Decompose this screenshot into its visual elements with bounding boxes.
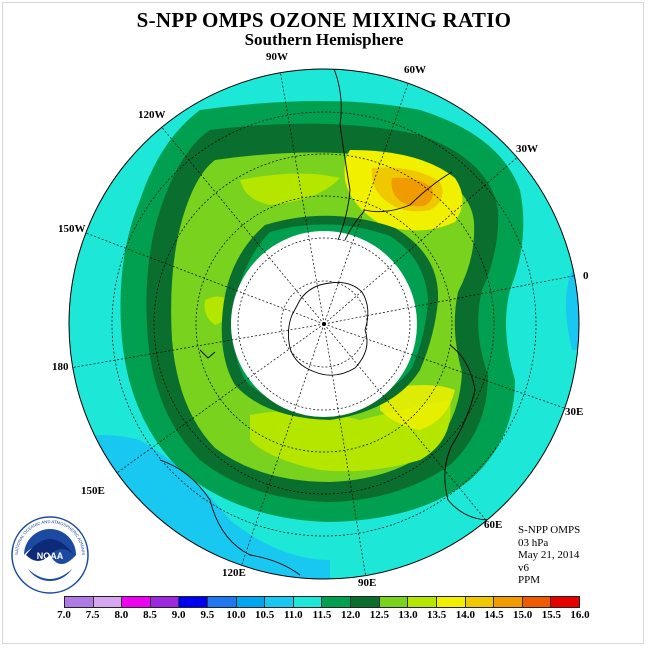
color-bar-tick-label: 11.0	[284, 609, 303, 621]
color-bar-segment	[265, 597, 294, 607]
color-bar-tick-label: 7.0	[57, 609, 71, 621]
coastlines	[159, 69, 491, 576]
map-title: S-NPP OMPS OZONE MIXING RATIO	[136, 8, 512, 32]
graticule	[69, 69, 579, 579]
contour-13.0-north	[240, 173, 340, 205]
color-bar-segment	[122, 597, 151, 607]
color-bar-segment	[208, 597, 237, 607]
color-bar-tick-label: 9.5	[200, 609, 215, 621]
color-bar-tick-label: 8.0	[114, 609, 129, 621]
lon-label-120w: 120W	[138, 109, 166, 121]
lon-label-150w: 150W	[58, 223, 86, 235]
lon-label-60w: 60W	[404, 64, 426, 76]
info-version: v6	[518, 561, 529, 574]
color-bar-tick-label: 11.5	[312, 609, 332, 621]
color-bar-segment	[436, 597, 466, 607]
color-bar-tick-label: 15.5	[541, 609, 561, 621]
info-date: May 21, 2014	[518, 549, 580, 562]
color-bar-tick-label: 12.5	[369, 609, 389, 621]
africa-coast	[444, 344, 491, 521]
antarctica-coast	[287, 281, 369, 376]
color-bar-segment	[408, 597, 437, 607]
lon-label-180: 180	[52, 361, 69, 373]
color-bar-labels: 7.0 7.5 8.0 8.5 9.0 9.5 10.0 10.5 11.0 11.5 12.0 12…	[0, 609, 648, 623]
color-bar-tick-label: 15.0	[513, 609, 533, 621]
color-bar-segment	[551, 597, 579, 607]
color-bar-segment	[65, 597, 94, 607]
ozone-contours	[69, 69, 579, 579]
lon-label-90e: 90E	[358, 577, 376, 589]
contour-13.5-east	[380, 385, 455, 430]
australia-coast	[159, 459, 301, 576]
color-bar-segment	[522, 597, 552, 607]
map-boundary	[68, 68, 580, 580]
info-block: S-NPP OMPS 03 hPa May 21, 2014 v6 PPM	[518, 524, 580, 587]
new-zealand-coast	[199, 349, 216, 359]
info-level: 03 hPa	[518, 536, 549, 549]
color-bar-segment	[351, 597, 380, 607]
lon-label-60e: 60E	[484, 519, 502, 531]
svg-text:NOAA: NOAA	[37, 551, 64, 561]
color-bar-segment	[379, 597, 409, 607]
longitude-labels: 90W 60W 30W 0 30E 60E 90E 120E 150E 180 …	[52, 51, 589, 589]
contour-14.5	[391, 177, 433, 207]
lon-label-30e: 30E	[565, 406, 583, 418]
color-bar-tick-label: 12.0	[341, 609, 361, 621]
color-bar-segment	[293, 597, 323, 607]
south-america-coast-west	[329, 69, 351, 241]
color-bar-segment	[236, 597, 266, 607]
color-bar-segment	[150, 597, 180, 607]
color-bar-tick-label: 14.0	[455, 609, 475, 621]
info-units: PPM	[518, 574, 541, 587]
color-bar-segment	[465, 597, 495, 607]
noaa-logo: NOAA NATIONAL OCEANIC AND ATMOSPHERIC AD…	[10, 515, 89, 594]
color-bar-tick-label: 10.5	[255, 609, 275, 621]
color-bar-tick-label: 10.0	[226, 609, 246, 621]
south-america-coast-east	[344, 171, 453, 241]
color-bar-segment	[179, 597, 209, 607]
info-instrument: S-NPP OMPS	[518, 524, 581, 536]
color-bar-segment	[322, 597, 352, 607]
color-bar-segment	[93, 597, 123, 607]
contour-10.5-east	[566, 270, 579, 350]
color-bar-tick-label: 13.5	[427, 609, 447, 621]
color-bar-tick-label: 16.0	[570, 609, 590, 621]
color-bar-tick-label: 13.0	[398, 609, 418, 621]
lon-label-120e: 120E	[222, 567, 246, 579]
color-bar	[64, 596, 580, 608]
color-bar-tick-label: 9.0	[171, 609, 186, 621]
map-subtitle: Southern Hemisphere	[244, 30, 404, 49]
color-bar-segment	[494, 597, 523, 607]
lon-label-90w: 90W	[266, 51, 288, 63]
color-bar-tick-label: 8.5	[143, 609, 157, 621]
lon-label-30w: 30W	[516, 143, 538, 155]
color-bar-tick-label: 14.5	[484, 609, 504, 621]
south-pole-marker	[322, 322, 326, 326]
lon-label-0: 0	[583, 270, 589, 282]
color-bar-tick-label: 7.5	[85, 609, 100, 621]
lon-label-150e: 150E	[81, 485, 105, 497]
